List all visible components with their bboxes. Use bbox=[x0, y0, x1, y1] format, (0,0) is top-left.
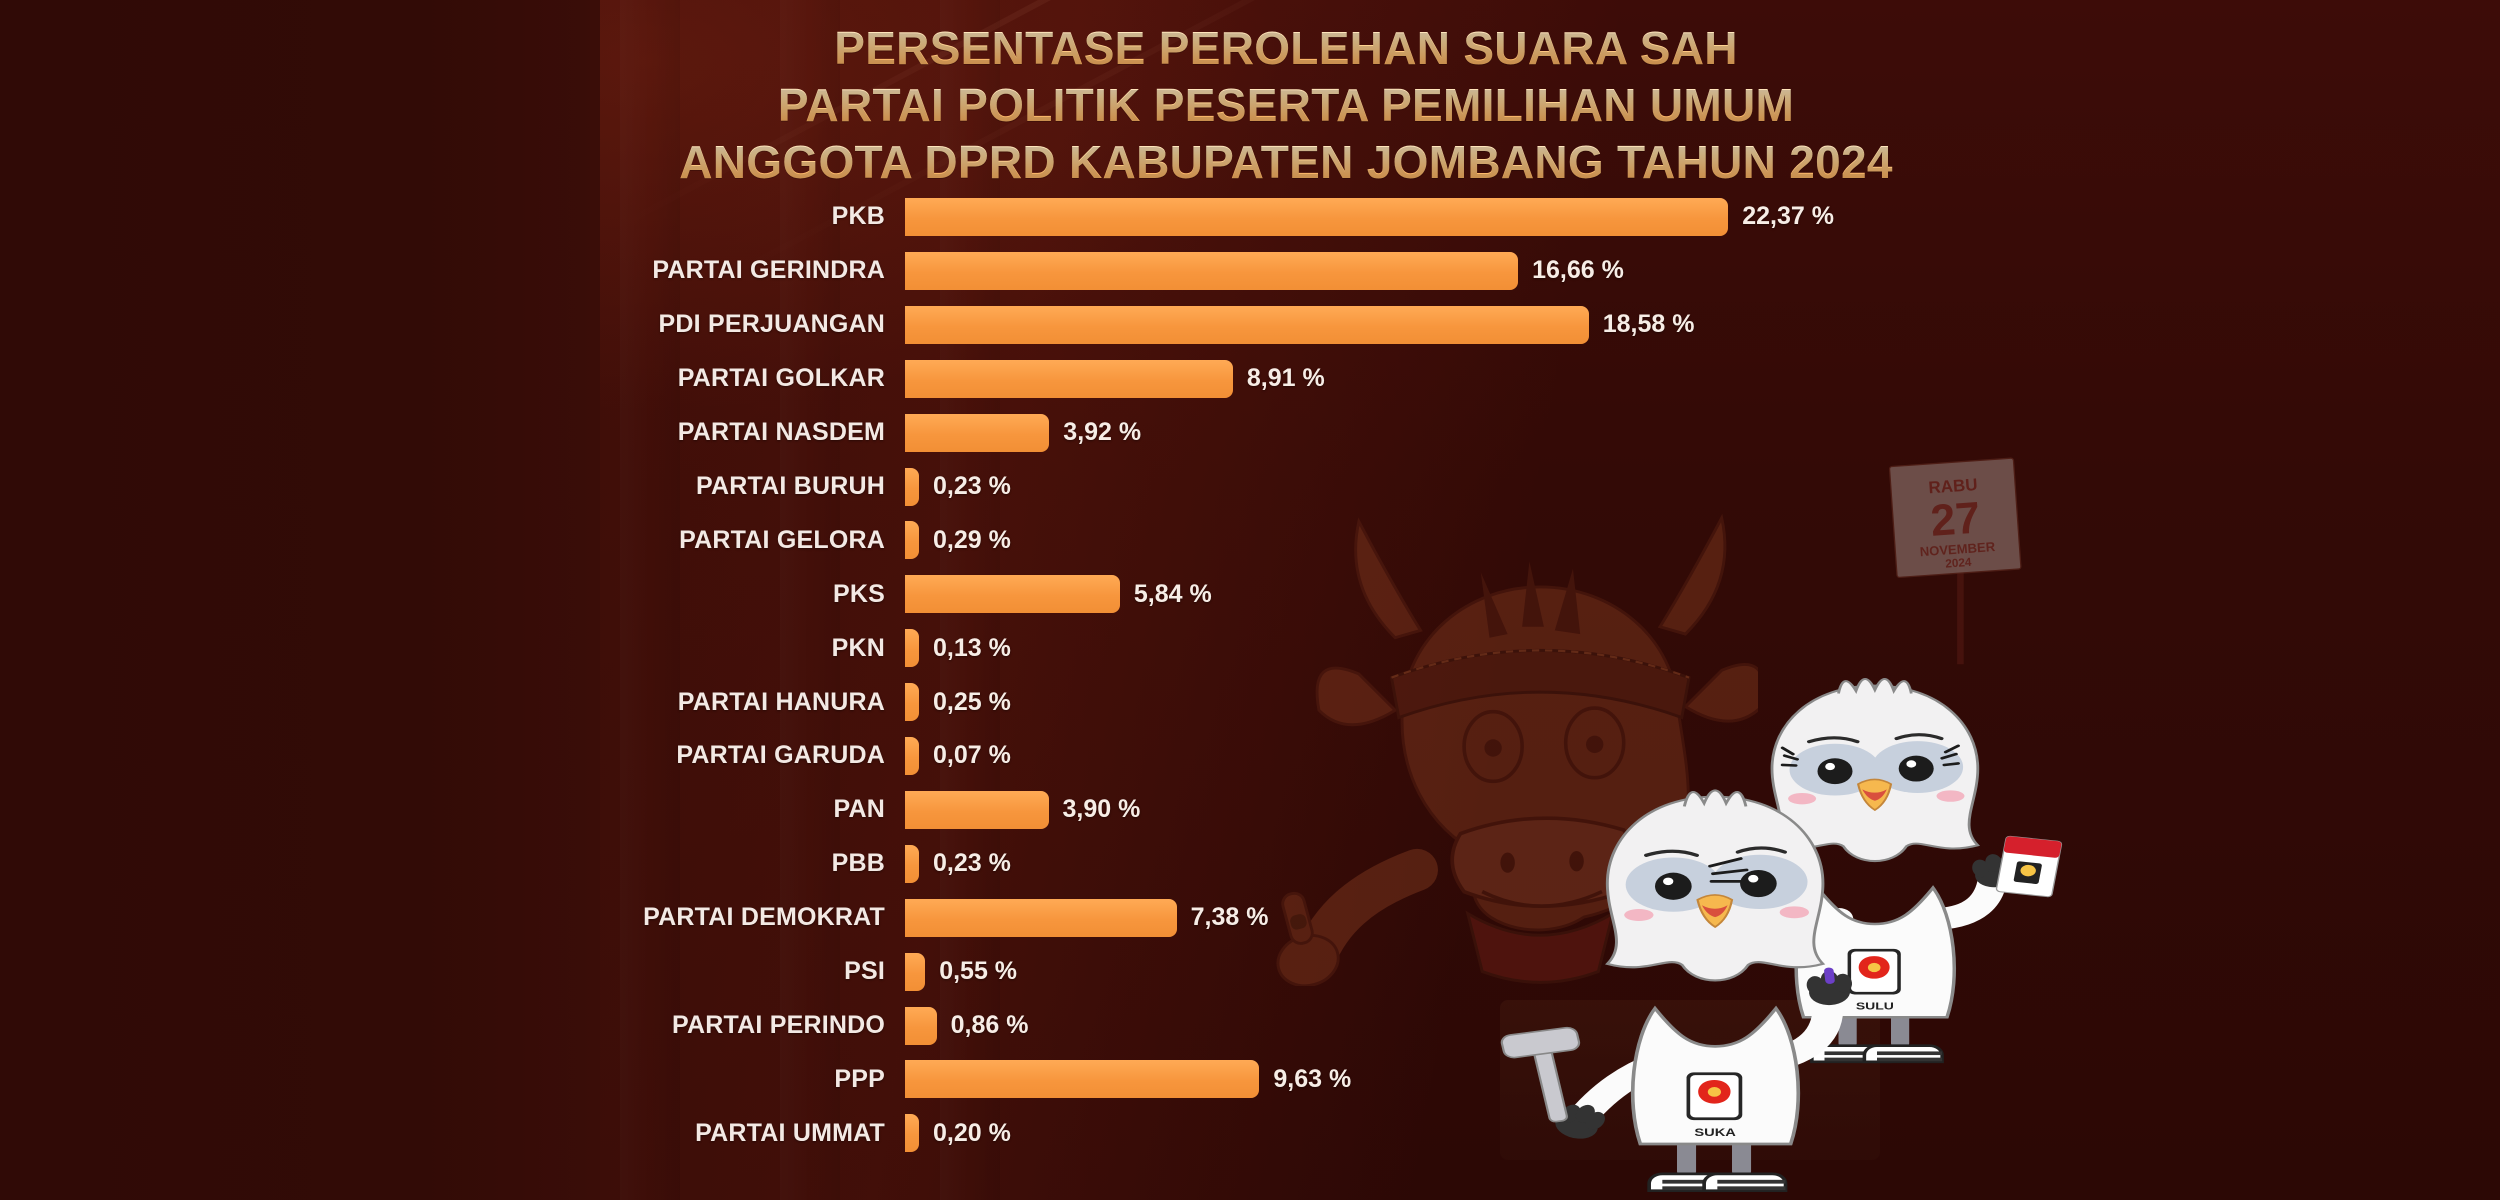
svg-text:SUKA: SUKA bbox=[1694, 1126, 1736, 1139]
svg-text:27: 27 bbox=[1929, 493, 1982, 545]
svg-text:2024: 2024 bbox=[1945, 556, 1972, 571]
